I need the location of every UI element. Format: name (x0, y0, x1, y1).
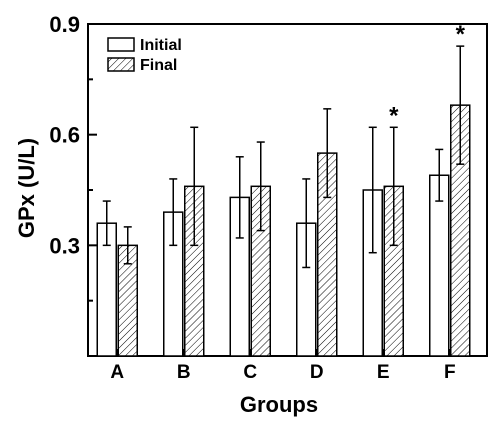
legend-swatch-final (107, 57, 135, 72)
x-tick-label: B (177, 362, 191, 383)
x-tick-label: E (377, 362, 390, 383)
y-tick-label: 0.6 (49, 123, 80, 148)
significance-marker: * (389, 102, 399, 129)
plot-area: 0.3 0.6 0.9 A B C D E * F * Initial Final (49, 12, 488, 383)
x-tick-label: C (243, 362, 257, 383)
legend-swatch-initial (107, 37, 135, 52)
bar-initial-f (429, 174, 450, 357)
y-tick-label: 0.3 (49, 233, 80, 258)
legend-label-initial: Initial (140, 37, 182, 54)
x-tick-label: D (310, 362, 324, 383)
x-tick-label: F (444, 362, 456, 383)
x-axis-label: Groups (240, 392, 318, 417)
y-axis-label: GPx (U/L) (14, 138, 39, 238)
significance-marker: * (456, 21, 466, 48)
y-tick-label: 0.9 (49, 12, 80, 37)
legend-label-final: Final (140, 57, 177, 74)
x-tick-label: A (110, 362, 124, 383)
